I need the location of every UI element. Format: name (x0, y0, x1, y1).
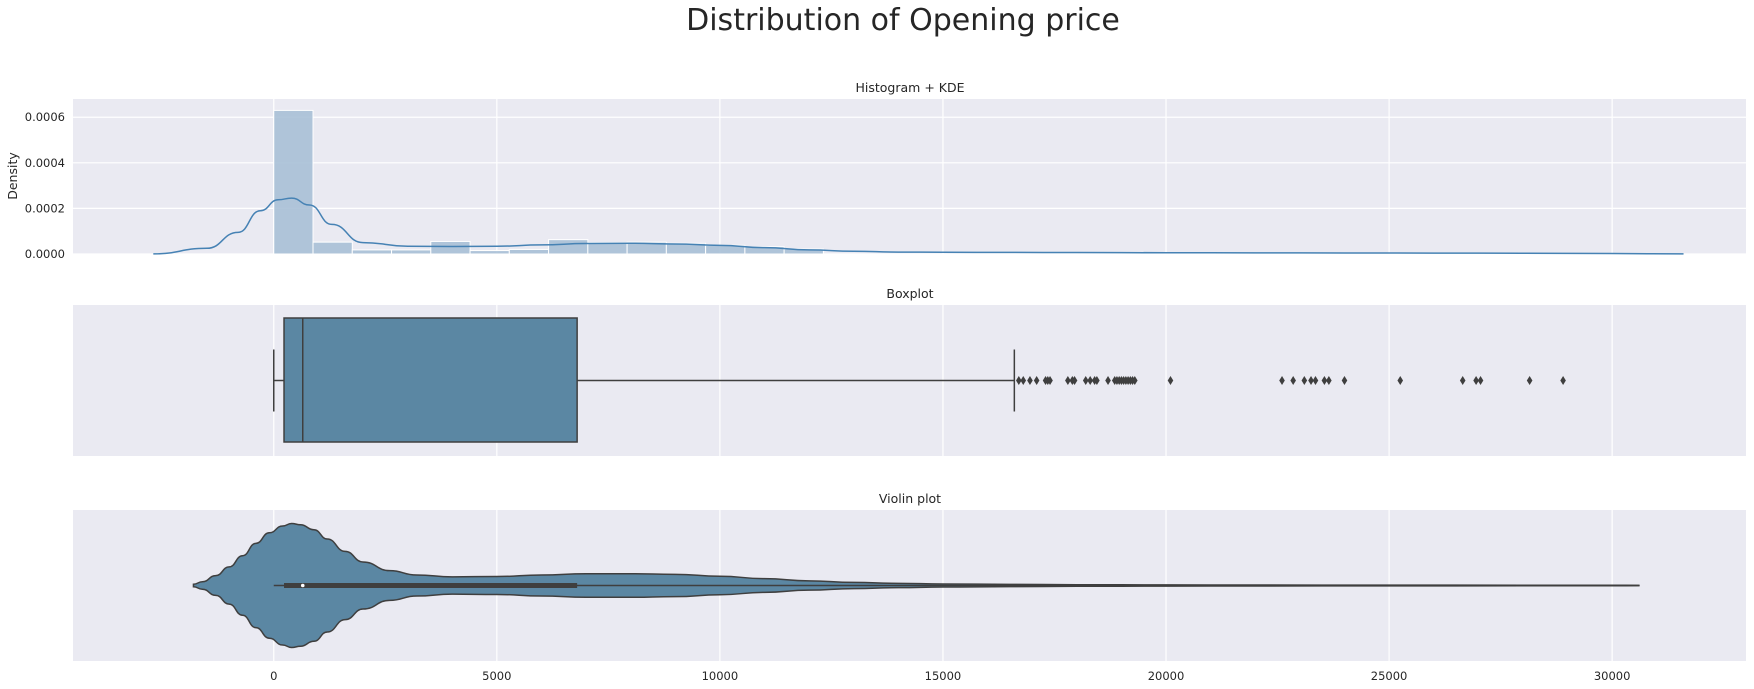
box-iqr (283, 317, 578, 443)
outlier-marker (1312, 376, 1319, 385)
x-tick-label: 10000 (702, 669, 739, 683)
outlier-marker (1459, 376, 1466, 385)
histogram-title: Histogram + KDE (856, 80, 965, 95)
histogram-bar (783, 248, 824, 255)
histogram-bar (351, 249, 393, 255)
outlier-marker (1071, 376, 1078, 385)
histogram-ylabel: Density (5, 152, 20, 200)
y-tick-label: 0.0002 (25, 201, 65, 215)
outlier-marker (1020, 376, 1027, 385)
histogram-bar (587, 242, 628, 255)
outlier-marker (1321, 376, 1328, 385)
outlier-marker (1397, 376, 1404, 385)
outlier-marker (1094, 376, 1100, 385)
outlier-marker (1016, 376, 1022, 385)
violin-median-dot (300, 583, 305, 588)
outlier-marker (1326, 376, 1332, 385)
outlier-marker (1167, 376, 1174, 385)
x-tick-label: 0 (270, 669, 277, 683)
boxplot-title: Boxplot (886, 286, 933, 301)
outlier-marker (1087, 376, 1093, 385)
outlier-marker (1131, 376, 1138, 385)
x-tick-label: 15000 (925, 669, 962, 683)
outlier-marker (1473, 376, 1479, 385)
outlier-marker (1308, 376, 1314, 385)
kde-line (153, 197, 1684, 255)
outlier-marker (1301, 376, 1308, 385)
x-tick-label: 25000 (1371, 669, 1408, 683)
histogram-bar (391, 249, 432, 255)
histogram-bar (548, 239, 589, 255)
boxplot-panel: Boxplot (73, 286, 1746, 456)
histogram-panel: Histogram + KDE 0.0000 0.0002 0.0004 0.0006… (5, 80, 1746, 261)
histogram-bar (312, 241, 353, 255)
outlier-marker (1290, 376, 1296, 385)
violin-title: Violin plot (879, 491, 941, 506)
outlier-marker (1279, 376, 1285, 385)
y-tick-label: 0.0004 (25, 156, 65, 170)
outlier-marker (1082, 376, 1089, 385)
x-tick-label: 20000 (1148, 669, 1185, 683)
x-tick-label: 30000 (1594, 669, 1631, 683)
y-tick-label: 0.0000 (25, 247, 65, 261)
histogram-bar (469, 250, 510, 255)
outlier-marker (1105, 376, 1111, 385)
histogram-bar (508, 248, 550, 255)
outlier-marker (1477, 376, 1484, 385)
histogram-bar (430, 240, 471, 255)
outlier-marker (1341, 376, 1348, 385)
outlier-marker (1033, 376, 1040, 385)
histogram-bar (273, 109, 314, 255)
figure-suptitle: Distribution of Opening price (686, 3, 1120, 38)
violin-iqr-bar (284, 583, 578, 588)
histogram-plot-area (73, 99, 1746, 254)
x-tick-label: 5000 (482, 669, 511, 683)
y-tick-label: 0.0006 (25, 110, 65, 124)
outlier-marker (1560, 376, 1566, 385)
outlier-marker (1027, 376, 1033, 385)
outlier-marker (1047, 376, 1053, 385)
violin-panel: Violin plot 0 5000 10000 15000 20000 25000 300… (73, 491, 1746, 683)
outlier-marker (1065, 376, 1071, 385)
outlier-marker (1526, 376, 1533, 385)
